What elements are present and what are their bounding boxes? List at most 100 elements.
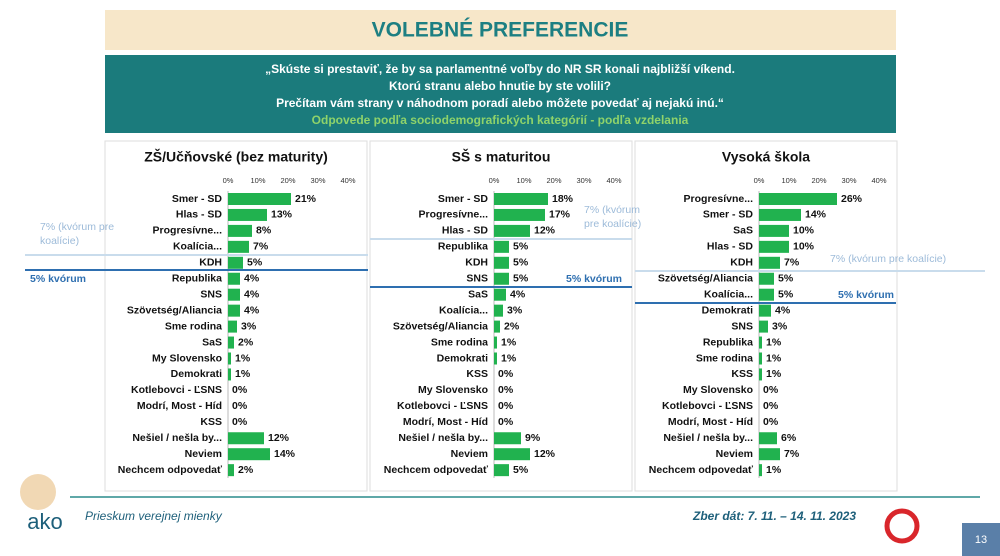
bar (228, 352, 231, 365)
x-tick-label: 20% (811, 176, 826, 185)
value-label: 7% (253, 241, 269, 253)
partner-logo (884, 508, 920, 544)
category-label: KSS (466, 368, 488, 380)
bar (494, 272, 509, 285)
threshold-label: 7% (kvórum pre koalície) (584, 204, 642, 230)
bar (228, 288, 240, 301)
bar (228, 193, 291, 205)
category-label: Hlas - SD (442, 225, 489, 237)
bar (759, 336, 762, 349)
value-label: 2% (238, 336, 254, 348)
category-label: Modrí, Most - Híd (668, 416, 753, 428)
value-label: 5% (513, 257, 529, 269)
x-tick-label: 30% (576, 176, 591, 185)
bar (228, 256, 243, 269)
x-tick-label: 40% (340, 176, 355, 185)
title-box (105, 10, 896, 50)
bar (759, 368, 762, 381)
panel (634, 140, 898, 492)
value-label: 7% (784, 448, 800, 460)
page-number: 13 (975, 534, 987, 546)
category-label: Neviem (185, 448, 222, 460)
threshold-label: 5% kvórum (566, 273, 623, 285)
category-label: Demokrati (437, 352, 488, 364)
category-label: Szövetség/Aliancia (127, 304, 222, 316)
value-label: 7% (784, 257, 800, 269)
bar (759, 352, 762, 365)
threshold-label: 7% (kvórum pre koalície) (40, 221, 115, 247)
value-label: 5% (247, 257, 263, 269)
category-label: Kotlebovci - ĽSNS (662, 400, 753, 412)
bar (759, 224, 789, 237)
x-tick-label: 10% (250, 176, 265, 185)
value-label: 0% (498, 400, 514, 412)
value-label: 0% (498, 368, 514, 380)
footer-left: Prieskum verejnej mienky (85, 509, 223, 523)
value-label: 1% (766, 464, 782, 476)
value-label: 0% (232, 416, 248, 428)
category-label: Nešiel / nešla by... (398, 432, 488, 444)
value-label: 10% (793, 241, 815, 253)
bar (494, 240, 509, 253)
category-label: Szövetség/Aliancia (393, 320, 488, 332)
bar (759, 288, 774, 301)
bar (759, 464, 762, 477)
x-tick-label: 40% (606, 176, 621, 185)
threshold-label: 5% kvórum (838, 289, 895, 301)
value-label: 1% (766, 368, 782, 380)
value-label: 12% (268, 432, 290, 444)
category-label: Modrí, Most - Híd (137, 400, 222, 412)
value-label: 0% (232, 400, 248, 412)
logo-mark (20, 474, 56, 510)
value-label: 5% (513, 241, 529, 253)
value-label: 1% (501, 336, 517, 348)
chart-title: SŠ s maturitou (452, 148, 551, 165)
bar (759, 432, 777, 445)
chart-title: ZŠ/Učňovské (bez maturity) (144, 148, 328, 165)
bar (228, 336, 234, 349)
bar (228, 320, 237, 333)
category-label: KDH (730, 257, 753, 269)
bar (228, 448, 270, 461)
bar (228, 240, 249, 253)
category-label: Nechcem odpovedať (649, 464, 754, 476)
question-line: Ktorú stranu alebo hnutie by ste volili? (389, 79, 611, 93)
footer-right: Zber dát: 7. 11. – 14. 11. 2023 (692, 509, 856, 523)
category-label: Kotlebovci - ĽSNS (397, 400, 488, 412)
category-label: Smer - SD (438, 193, 489, 205)
category-label: Modrí, Most - Híd (403, 416, 488, 428)
panel (104, 140, 368, 492)
category-label: Demokrati (702, 304, 753, 316)
value-label: 5% (778, 288, 794, 300)
category-label: SNS (731, 320, 753, 332)
bar (759, 256, 780, 269)
value-label: 18% (552, 193, 574, 205)
category-label: Neviem (451, 448, 488, 460)
bar (759, 208, 801, 221)
x-tick-label: 20% (280, 176, 295, 185)
value-label: 1% (235, 368, 251, 380)
value-label: 2% (238, 464, 254, 476)
panel (369, 140, 633, 492)
value-label: 1% (501, 352, 517, 364)
bar (759, 320, 768, 333)
category-label: Smer - SD (703, 209, 754, 221)
x-tick-label: 20% (546, 176, 561, 185)
value-label: 0% (763, 400, 779, 412)
question-line: Prečítam vám strany v náhodnom poradí al… (276, 96, 724, 110)
threshold-label: 7% (kvórum pre koalície) (830, 253, 947, 265)
category-label: My Slovensko (683, 384, 753, 396)
value-label: 12% (534, 225, 556, 237)
threshold-label: 5% kvórum (30, 273, 87, 285)
bar (759, 448, 780, 461)
value-label: 13% (271, 209, 293, 221)
x-tick-label: 0% (223, 176, 234, 185)
value-label: 4% (244, 288, 260, 300)
bar (759, 193, 837, 205)
category-label: Republika (703, 336, 753, 348)
category-label: KDH (465, 257, 488, 269)
value-label: 17% (549, 209, 571, 221)
value-label: 0% (232, 384, 248, 396)
bar (228, 304, 240, 317)
chart-title: Vysoká škola (722, 149, 810, 165)
